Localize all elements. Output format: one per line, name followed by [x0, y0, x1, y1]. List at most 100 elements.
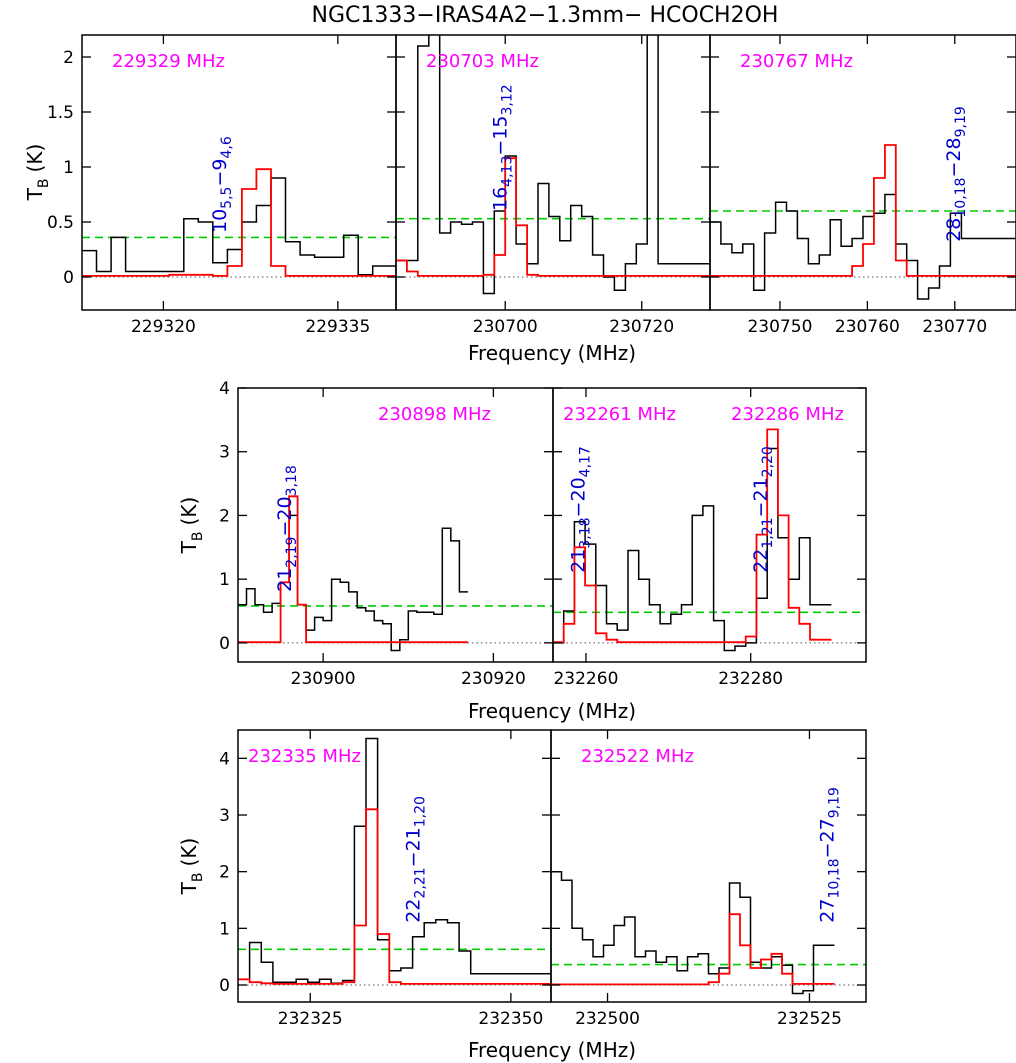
frequency-label: 232261 MHz [563, 404, 676, 425]
transition-lower-j: 21 [402, 827, 424, 851]
transition-upper-j: 28 [943, 218, 965, 242]
ylabel-unit: (K) [177, 497, 201, 526]
plot-area [553, 428, 866, 652]
ylabel-text: TB (K) [177, 497, 206, 555]
ytick-label: 3 [219, 806, 230, 826]
transition-text: 212,19−203,18 [274, 465, 300, 592]
transition-lower-k: 9,19 [827, 787, 843, 818]
transition-upper-k: 2,21 [412, 867, 428, 898]
ytick-label: 0 [219, 976, 230, 996]
ylabel-sub: B [36, 178, 52, 188]
panel-2-1: 230900 230920 0 1 2 3 4 230898 MHz 212,19−203,18 [219, 379, 554, 689]
xtick-label: 232525 [777, 1009, 842, 1029]
observed-spectrum [553, 447, 832, 652]
ytick-label: 2 [219, 863, 230, 883]
observed-spectrum [710, 193, 1016, 300]
panel-1-2: 230700 230720 230703 MHz 164,13−153,12 [395, 34, 711, 337]
transition-upper-k: 10,18 [827, 858, 843, 898]
ylabel-text: TB (K) [23, 144, 52, 202]
frequency-label: 232522 MHz [581, 746, 694, 767]
xtick-label: 229335 [305, 317, 370, 337]
transition-upper-k: 3,18 [577, 517, 593, 548]
ytick-label: 0.5 [47, 213, 74, 233]
ytick-label: 1 [219, 570, 230, 590]
transition-lower-j: 15 [490, 116, 512, 140]
transition-upper-j: 22 [402, 899, 424, 923]
xlabel-row1: Frequency (MHz) [468, 341, 636, 365]
model-spectrum [396, 157, 710, 277]
xtick-label: 232500 [575, 1009, 640, 1029]
transition-text: 213,18−204,17 [567, 446, 593, 573]
transition-lower-k: 2,20 [760, 446, 776, 477]
xlabel-row2: Frequency (MHz) [468, 699, 636, 723]
model-spectrum [238, 808, 551, 985]
transition-lower-k: 9,19 [953, 106, 969, 137]
ylabel-row3: TB (K) [177, 838, 206, 896]
ylabel-main: T [23, 187, 47, 201]
transition-text: 105,5−94,6 [209, 136, 235, 233]
transition-lower-j: 20 [567, 477, 589, 501]
transition-label: 212,19−203,18 [274, 465, 300, 592]
transition-lower-j: 20 [274, 496, 296, 520]
transition-label: 105,5−94,6 [209, 136, 235, 233]
transition-lower-j: 27 [817, 818, 839, 842]
transition-upper-k: 1,21 [760, 517, 776, 548]
transition-dash: − [750, 502, 772, 518]
xtick-label: 232260 [553, 669, 618, 689]
ylabel-sub: B [190, 531, 206, 541]
model-spectrum [553, 428, 832, 644]
observed-spectrum [396, 35, 710, 295]
transition-upper-k: 5,5 [219, 187, 235, 209]
plot-area [396, 35, 710, 295]
xtick-label: 230760 [835, 317, 900, 337]
ytick-label: 1 [63, 158, 74, 178]
ylabel-row1: TB (K) [23, 144, 52, 202]
transition-text: 2710,18−279,19 [817, 787, 843, 923]
ytick-label: 1.5 [47, 103, 74, 123]
transition-lower-k: 4,6 [219, 136, 235, 158]
transition-lower-k: 3,18 [284, 465, 300, 496]
transition-dash: − [274, 521, 296, 537]
plot-area [238, 737, 551, 986]
xtick-label: 230920 [461, 669, 526, 689]
panel-frame [81, 34, 397, 311]
transition-lower-j: 28 [943, 137, 965, 161]
figure-title: NGC1333−IRAS4A2−1.3mm− HCOCH2OH [312, 3, 779, 28]
ytick-label: 1 [219, 919, 230, 939]
frequency-label: 229329 MHz [112, 51, 225, 72]
transition-lower-j: 21 [750, 477, 772, 501]
xlabel-row3: Frequency (MHz) [468, 1038, 636, 1062]
transition-dash: − [402, 851, 424, 867]
transition-dash: − [817, 842, 839, 858]
ylabel-row2: TB (K) [177, 497, 206, 555]
transition-lower-k: 1,20 [412, 796, 428, 827]
transition-dash: − [209, 171, 231, 187]
transition-dash: − [490, 140, 512, 156]
transition-label: 213,18−204,17 [567, 446, 593, 573]
ytick-label: 4 [219, 379, 230, 399]
model-spectrum [551, 913, 835, 986]
transition-upper-j: 27 [817, 899, 839, 923]
transition-text: 164,13−153,12 [490, 84, 516, 211]
transition-upper-j: 22 [750, 549, 772, 573]
xtick-label: 230770 [922, 317, 987, 337]
transition-label: 164,13−153,12 [490, 84, 516, 211]
ylabel-main: T [177, 540, 201, 554]
ytick-label: 2 [219, 506, 230, 526]
transition-text: 222,21−211,20 [402, 796, 428, 923]
transition-dash: − [943, 162, 965, 178]
observed-spectrum [82, 177, 396, 276]
xtick-label: 230900 [291, 669, 356, 689]
model-spectrum [82, 168, 396, 277]
transition-text: 2810,18−289,19 [943, 106, 969, 242]
panel-frame [552, 387, 867, 663]
transition-upper-k: 4,13 [500, 156, 516, 187]
ytick-label: 2 [63, 48, 74, 68]
panel-frame [550, 729, 867, 1003]
ytick-label: 0 [219, 634, 230, 654]
